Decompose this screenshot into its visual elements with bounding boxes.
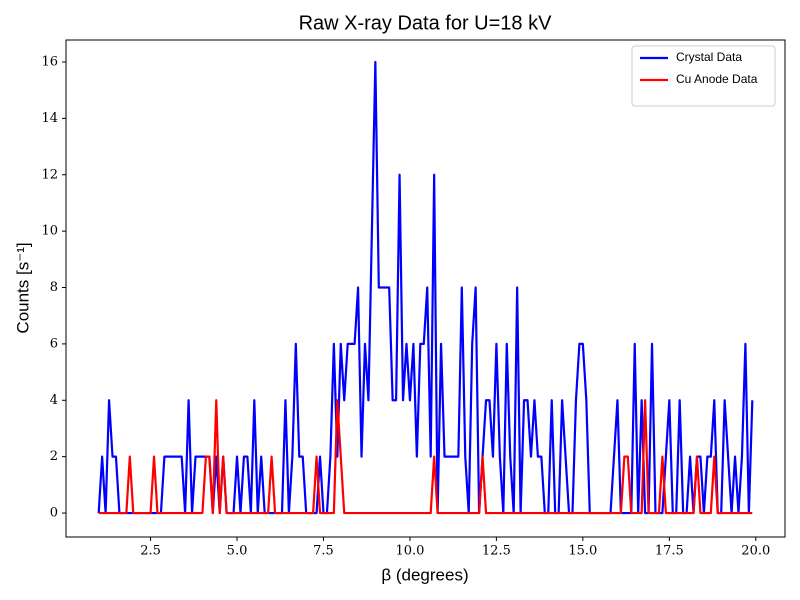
y-tick-label: 10 [41, 224, 58, 239]
legend-label: Cu Anode Data [676, 72, 758, 86]
y-tick-label: 12 [41, 167, 58, 182]
x-tick-label: 7.5 [313, 544, 334, 559]
y-tick-label: 2 [50, 449, 58, 464]
x-tick-label: 2.5 [140, 544, 161, 559]
x-tick-label: 12.5 [482, 544, 511, 559]
legend-label: Crystal Data [676, 50, 742, 64]
y-tick-label: 8 [50, 280, 58, 295]
x-axis-label: β (degrees) [381, 565, 468, 584]
data-line [98, 399, 753, 515]
x-tick-label: 15.0 [568, 544, 597, 559]
legend: Crystal Data Cu Anode Data [631, 45, 776, 107]
y-tick-label: 14 [41, 111, 58, 126]
y-tick-label: 0 [50, 506, 58, 521]
y-tick-label: 16 [41, 54, 58, 69]
plot-frame [65, 39, 786, 538]
y-tick-label: 4 [50, 393, 58, 408]
x-tick-label: 17.5 [655, 544, 684, 559]
legend-box [631, 45, 776, 107]
chart-title: Raw X-ray Data for U=18 kV [299, 12, 553, 34]
x-tick-label: 5.0 [227, 544, 248, 559]
x-tick-label: 20.0 [741, 544, 770, 559]
y-tick-label: 6 [50, 336, 58, 351]
x-tick-label: 10.0 [395, 544, 424, 559]
y-axis-label: Counts [s⁻¹] [13, 242, 32, 333]
data-line [97, 60, 754, 515]
